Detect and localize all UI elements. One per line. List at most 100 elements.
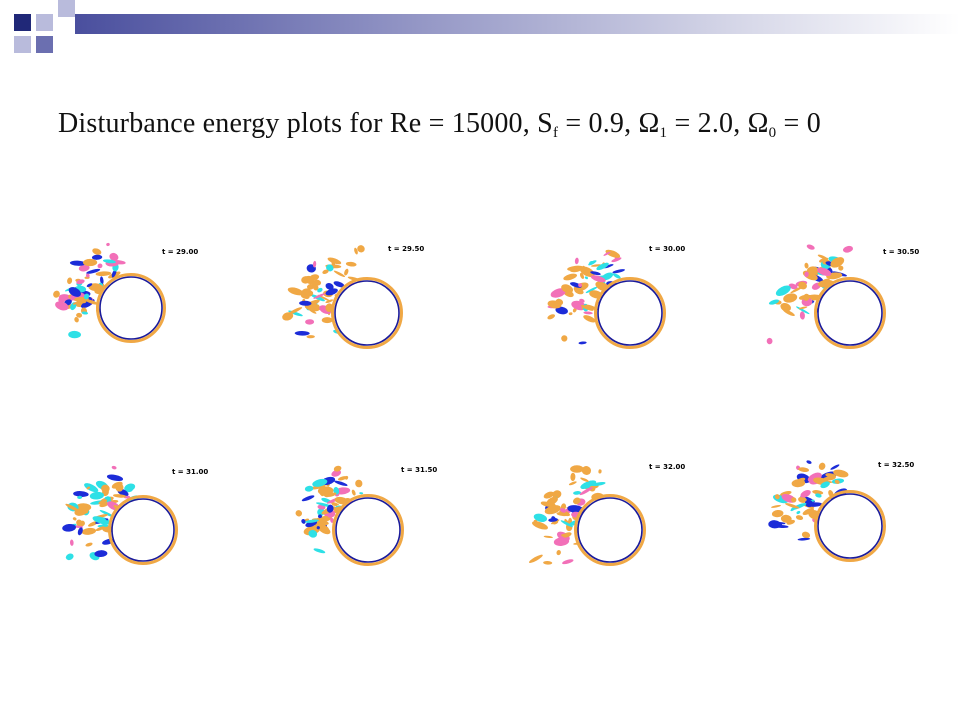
energy-blob: [583, 315, 596, 323]
energy-blob: [592, 482, 606, 486]
energy-blob: [580, 304, 594, 311]
energy-blob: [780, 302, 792, 312]
energy-blob: [84, 298, 99, 305]
energy-blob: [313, 548, 326, 554]
energy-blob: [556, 550, 561, 556]
energy-blob: [106, 242, 110, 247]
energy-blob: [796, 510, 801, 515]
boundary-layer-ring: [574, 494, 646, 566]
energy-blob: [579, 487, 593, 496]
energy-blob: [86, 486, 91, 490]
energy-blob: [124, 483, 136, 492]
energy-blob: [834, 479, 840, 484]
energy-blob: [812, 490, 824, 495]
energy-blob: [304, 275, 314, 284]
energy-blob: [331, 469, 342, 477]
energy-blob: [92, 248, 102, 255]
boundary-layer-ring: [814, 277, 886, 349]
energy-blob: [585, 286, 598, 294]
energy-blob: [775, 285, 791, 296]
energy-blob: [543, 560, 553, 565]
energy-blob: [81, 311, 89, 315]
energy-blob: [76, 279, 85, 285]
energy-blob: [330, 517, 334, 523]
energy-plot-panel: t = 32.00: [515, 458, 730, 588]
energy-blob: [574, 288, 584, 295]
energy-blob: [86, 283, 93, 288]
energy-blob: [768, 299, 780, 305]
energy-blob: [102, 259, 116, 264]
energy-blob: [770, 504, 782, 508]
energy-blob: [357, 245, 365, 253]
energy-blob: [605, 249, 621, 258]
energy-blob: [316, 526, 320, 530]
header-decoration: [0, 0, 80, 60]
energy-blob: [830, 464, 840, 470]
energy-blob: [282, 312, 294, 321]
energy-blob: [100, 276, 104, 285]
energy-blob: [560, 520, 573, 528]
energy-blob: [589, 260, 595, 265]
energy-blob: [355, 479, 363, 488]
header-square: [14, 36, 31, 53]
energy-blob: [301, 495, 315, 502]
energy-blob: [573, 491, 582, 495]
energy-blob: [552, 490, 562, 499]
energy-blob: [578, 283, 582, 287]
energy-blob: [785, 503, 800, 509]
energy-blob: [532, 521, 548, 530]
energy-blob: [325, 282, 334, 290]
energy-blob: [799, 311, 805, 320]
energy-blob: [568, 312, 573, 316]
energy-blob: [580, 477, 589, 482]
energy-blob: [312, 284, 319, 291]
energy-blob: [581, 466, 592, 475]
energy-blob: [782, 309, 795, 316]
energy-plot: [53, 242, 166, 343]
energy-blob: [543, 491, 554, 499]
energy-blob: [791, 497, 797, 503]
energy-blob: [327, 257, 342, 265]
boundary-layer-ring: [108, 495, 178, 565]
time-label: t = 30.50: [883, 248, 920, 256]
cylinder: [335, 497, 401, 563]
energy-blob: [99, 510, 115, 518]
energy-blob: [62, 523, 76, 532]
energy-blob: [603, 251, 611, 256]
energy-blob: [76, 519, 83, 527]
energy-blob: [325, 299, 334, 303]
energy-blob: [579, 272, 585, 279]
cylinder: [597, 280, 663, 346]
time-label: t = 32.00: [649, 463, 686, 471]
energy-blob: [790, 285, 805, 294]
energy-blob: [563, 273, 578, 281]
energy-blob: [331, 503, 338, 507]
boundary-layer-ring: [594, 277, 666, 349]
energy-plot-panel: t = 31.50: [290, 458, 505, 588]
energy-plot-panel: t = 30.00: [515, 238, 730, 368]
cylinder: [817, 280, 883, 346]
energy-blob: [345, 261, 357, 267]
energy-blob: [529, 554, 543, 563]
energy-blob: [590, 275, 606, 283]
energy-blob: [612, 269, 625, 274]
energy-blob: [318, 514, 322, 519]
energy-plot: [295, 465, 404, 566]
energy-blob: [113, 494, 127, 498]
energy-blob: [106, 474, 124, 482]
cylinder: [334, 280, 400, 346]
energy-blob: [783, 293, 798, 303]
title-mid-1: = 0.9, Ω: [558, 108, 660, 139]
energy-blob: [797, 537, 811, 541]
energy-blob: [111, 269, 117, 278]
energy-blob: [774, 494, 780, 500]
energy-blob: [53, 290, 60, 298]
energy-blob: [791, 503, 807, 510]
energy-blob: [553, 537, 570, 546]
energy-blob: [295, 510, 303, 517]
energy-blob: [115, 482, 124, 492]
energy-blob: [92, 516, 108, 524]
title-mid-2: = 2.0, Ω: [667, 108, 769, 139]
energy-blob: [294, 330, 310, 336]
energy-blob: [596, 262, 609, 271]
